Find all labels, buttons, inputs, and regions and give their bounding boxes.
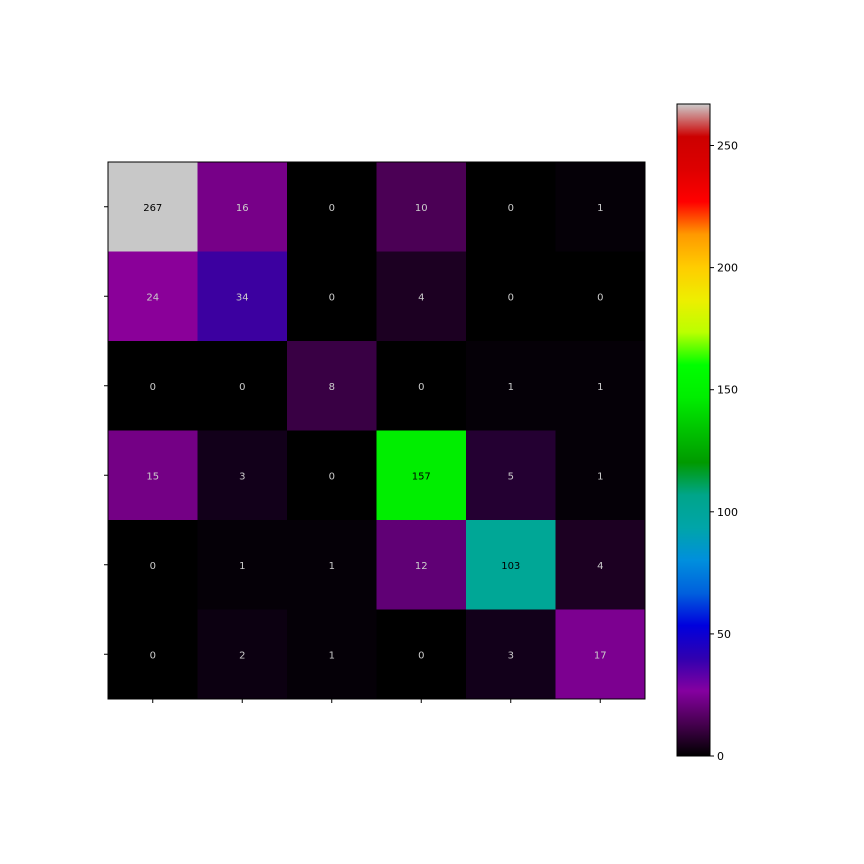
heatmap-plot-area: 267 16 0 10 0 124 34 0 4 0 00 0 8 0 1 115 3 0 157 5 10 1 1 12 10… <box>104 161 646 703</box>
heatmap-cell <box>466 341 556 431</box>
heatmap-cell <box>197 251 288 342</box>
plot-frame <box>107 161 646 700</box>
colorbar-gradient <box>677 104 710 756</box>
cell-value-label: 10 <box>415 203 428 214</box>
cell-value-label: 0 <box>150 650 156 661</box>
heatmap-cell <box>466 520 556 610</box>
heatmap-cell <box>555 609 646 700</box>
colorbar-tick-label: 250 <box>717 140 738 153</box>
colorbar-tick-label: 200 <box>717 262 738 275</box>
cell-value-label: 103 <box>501 561 520 572</box>
cell-value-label: 12 <box>415 561 428 572</box>
cell-value-label: 0 <box>508 292 514 303</box>
cell-value-label: 1 <box>597 382 603 393</box>
cell-value-label: 24 <box>146 292 159 303</box>
cell-value-label: 15 <box>146 471 159 482</box>
heatmap-cell <box>108 609 198 700</box>
heatmap-cell <box>108 251 198 342</box>
colorbar-tick-label: 50 <box>717 628 731 641</box>
heatmap-cell <box>197 341 288 431</box>
cell-value-label: 0 <box>597 292 603 303</box>
heatmap-cell <box>287 162 377 252</box>
heatmap-cell <box>376 251 467 342</box>
cell-value-label: 1 <box>329 650 335 661</box>
cell-value-label: 3 <box>239 471 245 482</box>
heatmap-cell <box>466 430 556 521</box>
cell-value-label: 0 <box>508 203 514 214</box>
colorbar-tick-label: 100 <box>717 506 738 519</box>
heatmap-cell <box>287 251 377 342</box>
colorbar-tick-label: 0 <box>717 750 724 763</box>
cell-value-label: 267 <box>143 203 162 214</box>
cell-value-label: 17 <box>594 650 607 661</box>
heatmap-cell <box>555 520 646 610</box>
cell-value-label: 3 <box>508 650 514 661</box>
heatmap-cell <box>287 341 377 431</box>
cell-value-label: 2 <box>239 650 245 661</box>
heatmap-cell <box>376 609 467 700</box>
heatmap-cell <box>108 162 198 252</box>
heatmap-cell <box>466 609 556 700</box>
heatmap-cell <box>555 251 646 342</box>
heatmap-cell <box>555 430 646 521</box>
cell-value-label: 0 <box>329 203 335 214</box>
cell-value-label: 0 <box>418 382 424 393</box>
cell-value-label: 8 <box>329 382 335 393</box>
cell-value-label: 5 <box>508 471 514 482</box>
heatmap-cell <box>287 520 377 610</box>
y-axis-ticks <box>104 206 108 655</box>
heatmap-cell <box>108 430 198 521</box>
heatmap-cell <box>197 162 288 252</box>
cell-value-label: 0 <box>329 292 335 303</box>
cell-value-label: 34 <box>236 292 249 303</box>
heatmap-cell <box>376 520 467 610</box>
heatmap-cell <box>287 609 377 700</box>
heatmap-cell <box>466 162 556 252</box>
heatmap-cell <box>287 430 377 521</box>
cell-value-label: 0 <box>329 471 335 482</box>
cell-value-label: 0 <box>418 650 424 661</box>
cell-value-label: 1 <box>508 382 514 393</box>
colorbar: 0 50 100 150 200 250 <box>676 103 738 763</box>
heatmap-cell <box>376 430 467 521</box>
cell-value-label: 1 <box>597 471 603 482</box>
cell-value-label: 4 <box>418 292 424 303</box>
colorbar-frame <box>676 103 711 757</box>
heatmap-cell <box>108 520 198 610</box>
cell-value-label: 0 <box>239 382 245 393</box>
cell-value-label: 157 <box>412 471 431 482</box>
heatmap-cell <box>197 430 288 521</box>
heatmap-cell <box>376 341 467 431</box>
heatmap-cell <box>376 162 467 252</box>
cell-value-label: 0 <box>150 561 156 572</box>
x-axis-ticks <box>152 699 601 703</box>
cell-value-label: 4 <box>597 561 603 572</box>
heatmap-cell <box>555 341 646 431</box>
cell-value-label: 0 <box>150 382 156 393</box>
heatmap-cell <box>108 341 198 431</box>
cell-value-label: 1 <box>329 561 335 572</box>
colorbar-ticks: 0 50 100 150 200 250 <box>710 140 738 763</box>
heatmap-cell <box>197 609 288 700</box>
heatmap-cell <box>197 520 288 610</box>
colorbar-tick-label: 150 <box>717 384 738 397</box>
heatmap-cell <box>555 162 646 252</box>
cell-value-label: 1 <box>597 203 603 214</box>
cell-value-label: 1 <box>239 561 245 572</box>
heatmap-cell <box>466 251 556 342</box>
heatmap-value-labels: 267 16 0 10 0 124 34 0 4 0 00 0 8 0 1 115 3 0 157 5 10 1 1 12 10… <box>143 203 606 662</box>
cell-value-label: 16 <box>236 203 249 214</box>
heatmap-cells <box>108 162 646 700</box>
